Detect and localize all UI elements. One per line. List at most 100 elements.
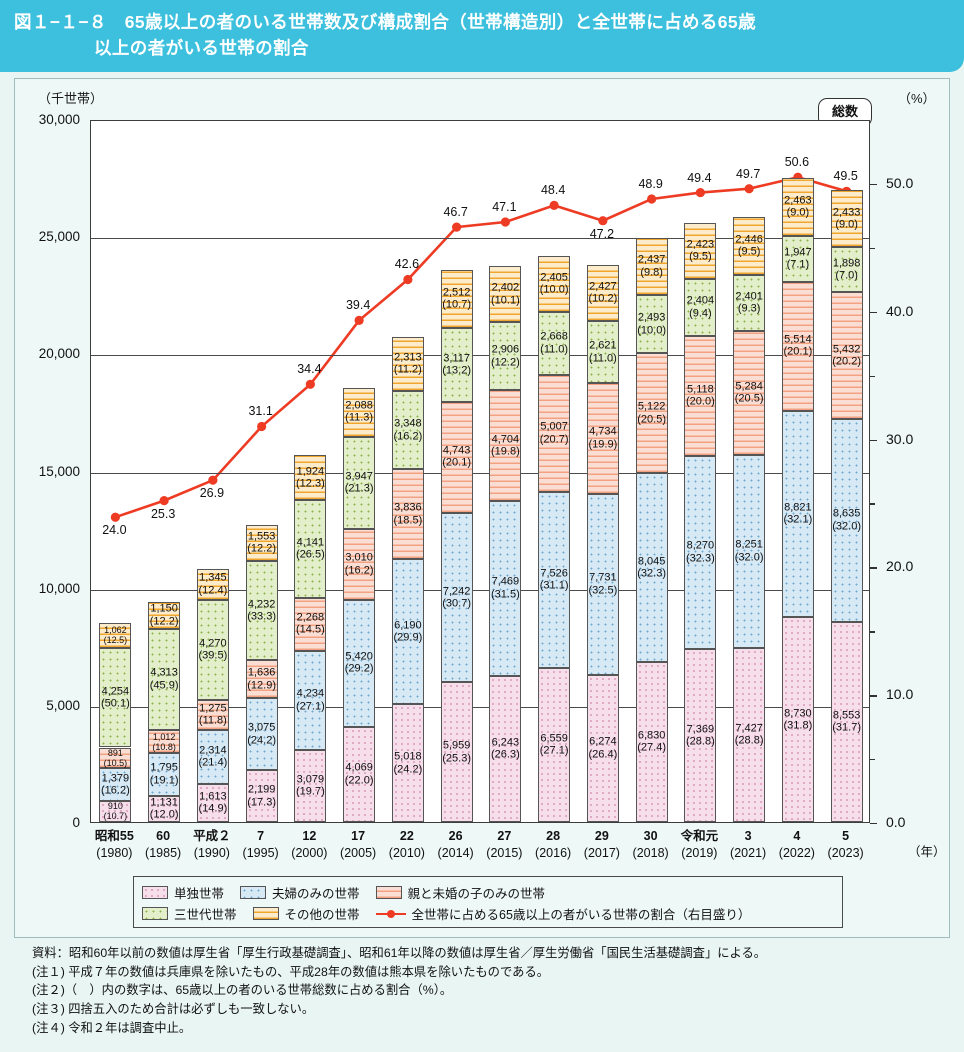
bar-segment-tandoku[interactable]: 2,199 (17.3): [245, 770, 278, 822]
stacked-bar[interactable]: 7,369 (28.8) 8,270 (32.3) 5,118 (20.0) 2,404 (9…: [684, 222, 717, 822]
bar-segment-tandoku[interactable]: 4,069 (22.0): [343, 726, 376, 822]
bar-segment-sansedai[interactable]: 2,401 (9.3): [733, 274, 766, 331]
bar-segment-oya[interactable]: 5,122 (20.5): [635, 353, 668, 474]
bar-segment-fufu[interactable]: 8,251 (32.0): [733, 454, 766, 648]
bar-segment-tandoku[interactable]: 5,018 (24.2): [391, 704, 424, 822]
bar-segment-fufu[interactable]: 3,075 (24.2): [245, 698, 278, 771]
stacked-bar[interactable]: 7,427 (28.8) 8,251 (32.0) 5,284 (20.5) 2,401 (9…: [733, 217, 766, 822]
bar-segment-fufu[interactable]: 5,420 (29.2): [343, 599, 376, 727]
bar-segment-sansedai[interactable]: 2,493 (10.0): [635, 295, 668, 354]
ratio-line-marker[interactable]: [110, 512, 120, 522]
bar-segment-fufu[interactable]: 8,045 (32.3): [635, 473, 668, 662]
bar-segment-sansedai[interactable]: 4,313 (45.9): [148, 628, 181, 730]
bar-segment-sonota[interactable]: 2,463 (9.0): [781, 178, 814, 236]
bar-segment-oya[interactable]: 4,704 (19.8): [489, 390, 522, 501]
bar-segment-fufu[interactable]: 8,270 (32.3): [684, 455, 717, 650]
bar-segment-fufu[interactable]: 4,234 (27.1): [294, 650, 327, 750]
stacked-bar[interactable]: 910 (10.7) 1,379 (16.2) 891 (10.5) 4,254 (50.1)…: [99, 622, 132, 822]
bar-segment-fufu[interactable]: 1,379 (16.2): [99, 768, 132, 801]
bar-segment-sonota[interactable]: 1,553 (12.2): [245, 524, 278, 561]
bar-segment-tandoku[interactable]: 6,274 (26.4): [586, 674, 619, 822]
bar-segment-fufu[interactable]: 1,795 (19.1): [148, 753, 181, 796]
stacked-bar[interactable]: 8,553 (31.7) 8,635 (32.0) 5,432 (20.2) 1,898 (7…: [830, 190, 863, 822]
bar-segment-sonota[interactable]: 1,062 (12.5): [99, 622, 132, 648]
stacked-bar[interactable]: 3,079 (19.7) 4,234 (27.1) 2,268 (14.5) 4,141 (2…: [294, 455, 327, 822]
ratio-line-marker[interactable]: [452, 222, 462, 232]
bar-segment-sonota[interactable]: 2,402 (10.1): [489, 266, 522, 323]
bar-segment-oya[interactable]: 1,012 (10.8): [148, 729, 181, 754]
stacked-bar[interactable]: 2,199 (17.3) 3,075 (24.2) 1,636 (12.9) 4,232 (3…: [245, 524, 278, 822]
stacked-bar[interactable]: 4,069 (22.0) 5,420 (29.2) 3,010 (16.2) 3,947 (2…: [343, 387, 376, 822]
bar-segment-oya[interactable]: 891 (10.5): [99, 747, 132, 769]
ratio-line-marker[interactable]: [647, 194, 657, 204]
bar-segment-oya[interactable]: 5,514 (20.1): [781, 281, 814, 411]
bar-segment-sansedai[interactable]: 2,621 (11.0): [586, 321, 619, 383]
stacked-bar[interactable]: 1,613 (14.9) 2,314 (21.4) 1,275 (11.8) 4,270 (3…: [196, 568, 229, 822]
bar-segment-sonota[interactable]: 1,150 (12.2): [148, 601, 181, 629]
ratio-line-marker[interactable]: [403, 274, 413, 285]
bar-segment-oya[interactable]: 5,007 (20.7): [538, 374, 571, 492]
stacked-bar[interactable]: 6,274 (26.4) 7,731 (32.5) 4,734 (19.9) 2,621 (1…: [586, 264, 619, 822]
bar-segment-oya[interactable]: 2,268 (14.5): [294, 597, 327, 651]
bar-segment-tandoku[interactable]: 6,830 (27.4): [635, 661, 668, 822]
bar-segment-oya[interactable]: 4,734 (19.9): [586, 382, 619, 494]
bar-segment-oya[interactable]: 5,118 (20.0): [684, 335, 717, 456]
ratio-line-marker[interactable]: [695, 187, 705, 198]
bar-segment-oya[interactable]: 1,636 (12.9): [245, 660, 278, 699]
bar-segment-oya[interactable]: 1,275 (11.8): [196, 700, 229, 730]
ratio-line-marker[interactable]: [744, 184, 754, 194]
bar-segment-sansedai[interactable]: 3,947 (21.3): [343, 436, 376, 530]
ratio-line-marker[interactable]: [549, 200, 559, 210]
stacked-bar[interactable]: 8,730 (31.8) 8,821 (32.1) 5,514 (20.1) 1,947 (7…: [781, 178, 814, 822]
bar-segment-sansedai[interactable]: 4,270 (39.5): [196, 600, 229, 701]
bar-segment-sansedai[interactable]: 2,668 (11.0): [538, 312, 571, 375]
bar-segment-sansedai[interactable]: 4,141 (26.5): [294, 500, 327, 598]
bar-segment-oya[interactable]: 4,743 (20.1): [440, 401, 473, 513]
stacked-bar[interactable]: 6,243 (26.3) 7,469 (31.5) 4,704 (19.8) 2,906 (1…: [489, 266, 522, 822]
bar-segment-sonota[interactable]: 1,345 (12.4): [196, 568, 229, 601]
stacked-bar[interactable]: 6,830 (27.4) 8,045 (32.3) 5,122 (20.5) 2,493 (1…: [635, 237, 668, 822]
bar-segment-fufu[interactable]: 2,314 (21.4): [196, 729, 229, 785]
bar-segment-fufu[interactable]: 7,469 (31.5): [489, 500, 522, 676]
ratio-line-marker[interactable]: [598, 216, 608, 226]
bar-segment-fufu[interactable]: 8,821 (32.1): [781, 410, 814, 618]
ratio-line-marker[interactable]: [500, 217, 510, 227]
ratio-line-marker[interactable]: [159, 496, 169, 506]
bar-segment-fufu[interactable]: 8,635 (32.0): [830, 419, 863, 622]
bar-segment-tandoku[interactable]: 1,131 (12.0): [148, 795, 181, 822]
stacked-bar[interactable]: 1,131 (12.0) 1,795 (19.1) 1,012 (10.8) 4,313 (4…: [148, 601, 181, 822]
bar-segment-tandoku[interactable]: 7,369 (28.8): [684, 649, 717, 822]
bar-segment-sansedai[interactable]: 2,404 (9.4): [684, 279, 717, 336]
bar-segment-tandoku[interactable]: 6,243 (26.3): [489, 675, 522, 822]
bar-segment-fufu[interactable]: 6,190 (29.9): [391, 559, 424, 705]
bar-segment-tandoku[interactable]: 910 (10.7): [99, 800, 132, 822]
ratio-line-marker[interactable]: [208, 475, 218, 485]
bar-segment-sonota[interactable]: 2,427 (10.2): [586, 264, 619, 322]
ratio-line-marker[interactable]: [354, 315, 364, 325]
bar-segment-tandoku[interactable]: 8,730 (31.8): [781, 617, 814, 822]
bar-segment-sonota[interactable]: 2,437 (9.8): [635, 237, 668, 295]
bar-segment-sonota[interactable]: 2,313 (11.2): [391, 336, 424, 392]
bar-segment-sansedai[interactable]: 1,898 (7.0): [830, 247, 863, 292]
ratio-line-marker[interactable]: [257, 421, 267, 432]
bar-segment-sonota[interactable]: 2,433 (9.0): [830, 190, 863, 248]
bar-segment-sansedai[interactable]: 3,117 (13.2): [440, 328, 473, 402]
bar-segment-oya[interactable]: 5,432 (20.2): [830, 291, 863, 420]
bar-segment-tandoku[interactable]: 1,613 (14.9): [196, 784, 229, 822]
bar-segment-tandoku[interactable]: 5,959 (25.3): [440, 682, 473, 822]
bar-segment-tandoku[interactable]: 7,427 (28.8): [733, 647, 766, 822]
bar-segment-tandoku[interactable]: 3,079 (19.7): [294, 749, 327, 822]
bar-segment-sonota[interactable]: 2,423 (9.5): [684, 222, 717, 280]
bar-segment-sonota[interactable]: 2,512 (10.7): [440, 269, 473, 329]
bar-segment-tandoku[interactable]: 6,559 (27.1): [538, 668, 571, 822]
bar-segment-sonota[interactable]: 1,924 (12.3): [294, 455, 327, 501]
bar-segment-fufu[interactable]: 7,242 (30.7): [440, 512, 473, 683]
bar-segment-sansedai[interactable]: 2,906 (12.2): [489, 322, 522, 391]
bar-segment-sansedai[interactable]: 1,947 (7.1): [781, 235, 814, 282]
bar-segment-oya[interactable]: 5,284 (20.5): [733, 330, 766, 455]
ratio-line-marker[interactable]: [305, 379, 315, 389]
bar-segment-sonota[interactable]: 2,405 (10.0): [538, 255, 571, 313]
bar-segment-tandoku[interactable]: 8,553 (31.7): [830, 621, 863, 822]
stacked-bar[interactable]: 6,559 (27.1) 7,526 (31.1) 5,007 (20.7) 2,668 (1…: [538, 255, 571, 822]
bar-segment-sonota[interactable]: 2,446 (9.5): [733, 217, 766, 275]
